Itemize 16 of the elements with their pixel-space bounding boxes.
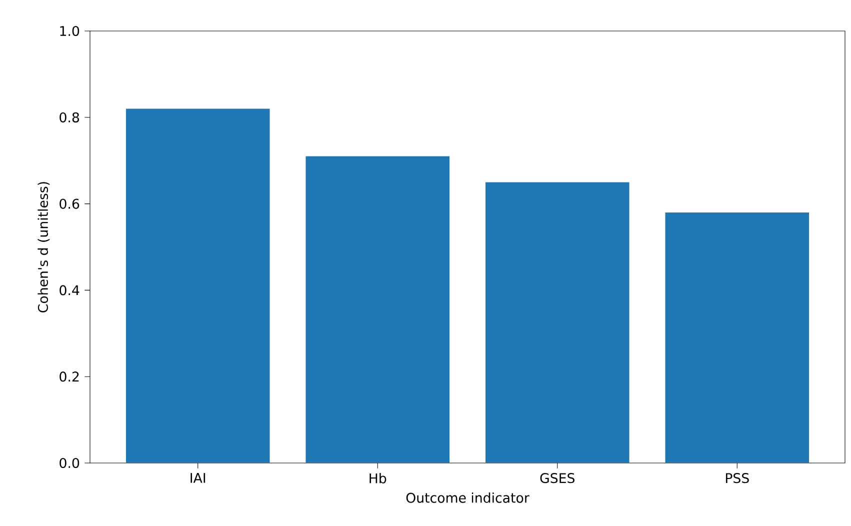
x-axis-title: Outcome indicator [406, 492, 530, 503]
x-tick-label: Hb [370, 473, 386, 484]
bar [485, 182, 630, 463]
bar [126, 108, 270, 463]
y-tick-label: 1.0 [60, 26, 80, 36]
y-tick-label: 0.2 [60, 372, 79, 382]
x-tick-label: IAI [190, 473, 206, 483]
bar [306, 156, 450, 463]
y-tick-label: 0.4 [60, 285, 80, 296]
x-tick-label: GSES [540, 473, 574, 484]
bar [665, 212, 810, 463]
y-tick-label: 0.6 [60, 198, 80, 209]
y-tick-label: 0.0 [60, 458, 80, 468]
y-tick-label: 0.8 [60, 112, 80, 122]
y-axis-title: Cohen's d (unitless) [38, 182, 50, 312]
x-tick-label: PSS [726, 473, 749, 484]
